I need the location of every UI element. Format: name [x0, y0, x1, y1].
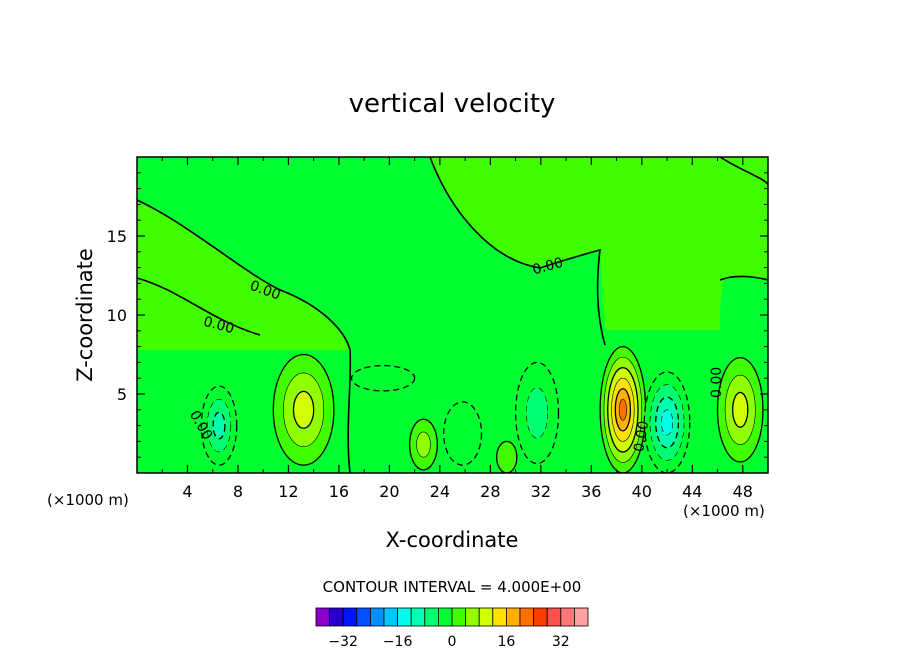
zero-contour-line	[137, 199, 352, 473]
x-tick-label: 36	[581, 482, 601, 501]
x-tick-label: 48	[733, 482, 753, 501]
contour-label: 0.00	[531, 255, 565, 279]
x-axis-label: X-coordinate	[386, 528, 519, 552]
contour-band	[350, 364, 416, 392]
contour-label: 0.00	[709, 367, 725, 398]
upper-positive-region	[137, 200, 350, 350]
contour-band	[496, 440, 518, 473]
vortex-cell	[496, 440, 518, 473]
x-tick-label: 8	[233, 482, 243, 501]
colorbar-swatch	[492, 607, 507, 627]
vortex-cell	[599, 345, 647, 473]
contour-band	[618, 398, 627, 421]
colorbar-swatch	[437, 607, 453, 627]
vortex-cell	[200, 385, 238, 466]
y-tick-label: 15	[107, 227, 127, 246]
vortex-cell	[272, 353, 335, 466]
zero-contour-line	[137, 277, 261, 336]
colorbar-swatch	[383, 607, 399, 627]
colorbar-swatch	[519, 607, 535, 627]
colorbar	[315, 607, 589, 627]
colorbar-tick-label: −16	[383, 634, 413, 650]
colorbar-swatch	[533, 607, 548, 627]
y-axis-ticks: 5 10 15	[107, 172, 768, 458]
colorbar-swatch	[397, 607, 412, 627]
zero-contour-line	[429, 157, 606, 346]
contour-band	[292, 390, 315, 429]
contour-band	[661, 409, 674, 436]
contour-interval-text: CONTOUR INTERVAL = 4.000E+00	[323, 578, 582, 596]
vortex-cell	[514, 361, 560, 465]
vortex-cell	[408, 418, 439, 471]
colorbar-swatch	[342, 607, 358, 627]
x-tick-label: 44	[682, 482, 702, 501]
colorbar-swatch	[478, 607, 494, 627]
contour-label: 0.00	[631, 420, 652, 453]
colorbar-swatch	[315, 607, 331, 627]
x-tick-label: 32	[531, 482, 551, 501]
vortex-cell	[643, 371, 691, 473]
x-tick-label: 40	[632, 482, 652, 501]
zero-contour-line	[719, 275, 768, 281]
x-tick-label: 12	[278, 482, 298, 501]
contour-band	[416, 431, 431, 458]
contour-label: 0.00	[202, 314, 236, 338]
x-unit-right: (×1000 m)	[683, 502, 765, 520]
y-tick-label: 10	[107, 306, 127, 325]
upper-right-region	[430, 157, 768, 330]
vortex-cell	[350, 364, 416, 392]
contour-band	[443, 401, 483, 466]
contour-band	[212, 411, 226, 440]
plot-area	[137, 157, 768, 473]
chart-title: vertical velocity	[349, 89, 556, 119]
x-tick-label: 28	[480, 482, 500, 501]
x-tick-label: 24	[430, 482, 450, 501]
colorbar-ticks: −32 −16 0 16 32	[328, 634, 569, 650]
colorbar-swatch	[424, 607, 439, 627]
contour-band	[526, 387, 549, 439]
colorbar-swatch	[451, 607, 467, 627]
colorbar-swatch	[574, 607, 589, 627]
colorbar-swatch	[410, 607, 426, 627]
colorbar-tick-label: 16	[497, 634, 515, 650]
vortex-cell	[443, 401, 483, 466]
colorbar-swatch	[546, 607, 562, 627]
colorbar-swatch	[465, 607, 480, 627]
x-tick-label: 16	[329, 482, 349, 501]
vortex-cell	[716, 357, 764, 463]
x-tick-label: 4	[182, 482, 192, 501]
colorbar-swatch	[560, 607, 575, 627]
x-unit-left: (×1000 m)	[47, 491, 129, 509]
colorbar-tick-label: −32	[328, 634, 358, 650]
y-axis-label: Z-coordinate	[73, 248, 97, 382]
y-tick-label: 5	[117, 385, 127, 404]
colorbar-tick-label: 32	[552, 634, 570, 650]
colorbar-swatch	[356, 607, 371, 627]
colorbar-swatch	[505, 607, 521, 627]
zero-contour-line	[719, 157, 768, 186]
colorbar-swatch	[369, 607, 385, 627]
colorbar-tick-label: 0	[448, 634, 457, 650]
contour-band	[732, 391, 749, 428]
x-axis-ticks: 4 8 12 16 20 24 28 32 36 40 44 48	[161, 157, 753, 501]
colorbar-swatch	[329, 607, 344, 627]
x-tick-label: 20	[379, 482, 399, 501]
